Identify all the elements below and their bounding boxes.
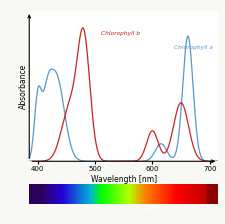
Y-axis label: Absorbance: Absorbance bbox=[19, 64, 28, 109]
X-axis label: Wavelength [nm]: Wavelength [nm] bbox=[91, 175, 157, 184]
Text: Chlorophyll b: Chlorophyll b bbox=[101, 31, 140, 36]
Text: Chlorophyll a: Chlorophyll a bbox=[174, 45, 213, 50]
